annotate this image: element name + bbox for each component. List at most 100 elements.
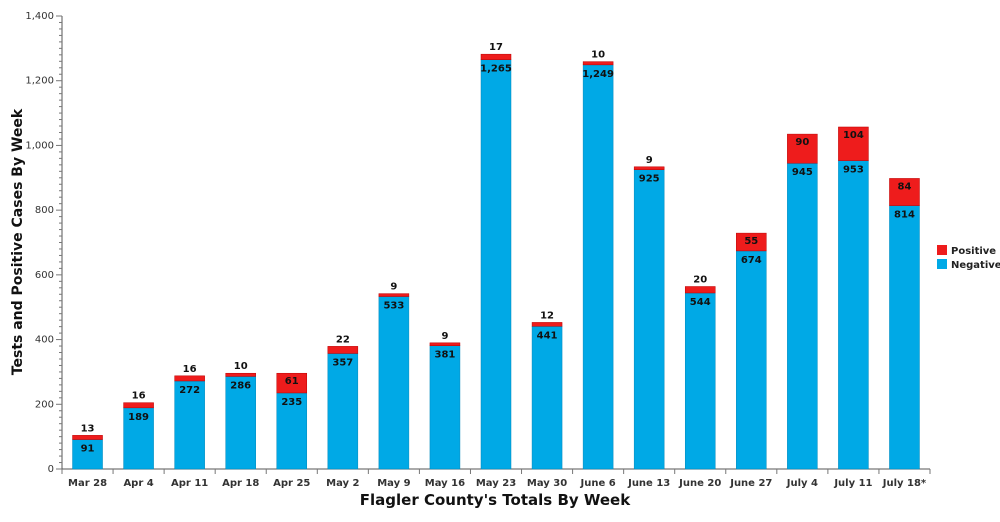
x-tick-label: June 13 [627,478,670,489]
x-tick-label: June 27 [729,478,772,489]
bar-positive [378,293,410,297]
bar-positive [480,53,512,60]
bar-positive [225,372,256,377]
bar-negative [174,380,205,470]
y-tick-label: 600 [35,270,54,281]
positive-value-label: 22 [336,334,350,345]
x-tick-label: May 30 [527,478,567,489]
positive-value-label: 90 [795,137,809,148]
bar-negative [582,64,614,470]
bars [72,53,920,470]
negative-value-label: 235 [281,397,302,408]
y-tick-label: 1,000 [25,140,54,151]
bar-negative [633,169,665,470]
negative-value-label: 91 [81,444,95,455]
negative-value-label: 945 [792,167,813,178]
positive-value-label: 16 [183,364,197,375]
positive-value-label: 10 [234,361,248,372]
bar-positive [531,322,563,327]
positive-value-label: 104 [843,130,864,141]
bar-positive [72,435,103,440]
bar-positive [889,178,920,206]
y-axis: 0 200 400 600 800 1,000 1,200 1,400 [25,11,63,475]
positive-value-label: 61 [285,376,299,387]
x-tick-label: Apr 25 [273,478,310,489]
negative-value-label: 441 [537,330,558,341]
x-tick-label: Apr 11 [171,478,208,489]
bar-negative [378,296,410,470]
positive-value-label: 20 [693,275,707,286]
negative-value-label: 544 [690,297,711,308]
x-tick-label: Apr 18 [222,478,259,489]
y-tick-label: 800 [35,205,54,216]
bar-negative [736,250,767,470]
bar-negative [889,205,920,470]
legend: Positive Negative [937,245,1000,271]
positive-value-label: 10 [591,50,605,61]
bar-negative [276,392,308,470]
positive-value-label: 17 [489,42,503,53]
bar-negative [225,376,256,470]
negative-value-label: 533 [383,301,404,312]
y-tick-label: 1,400 [25,11,54,22]
bar-positive [174,375,205,382]
y-tick-label: 0 [48,464,54,475]
bar-positive [429,342,461,346]
bar-positive [684,286,716,294]
y-axis-title: Tests and Positive Cases By Week [10,108,26,375]
bar-negative [787,162,818,470]
bar-positive [327,346,359,354]
bar-positive [838,126,869,161]
bar-positive [787,133,818,164]
negative-value-label: 1,249 [582,69,614,80]
x-tick-label: May 9 [377,478,410,489]
x-tick-label: June 6 [580,478,616,489]
bar-positive [633,166,665,170]
positive-value-label: 55 [744,236,758,247]
negative-value-label: 286 [230,380,251,391]
bar-negative [123,407,154,470]
negative-value-label: 381 [435,350,456,361]
bar-negative [327,353,359,470]
value-labels: 91 13 189 16 272 16 286 10 235 61 357 22 533 9 381 9 1,2… [81,42,915,454]
x-tick-label: Mar 28 [68,478,107,489]
positive-value-label: 12 [540,310,554,321]
legend-swatch-positive [937,245,947,255]
negative-value-label: 272 [179,385,200,396]
positive-value-label: 9 [646,155,653,166]
negative-value-label: 674 [741,255,762,266]
negative-value-label: 953 [843,165,864,176]
y-tick-label: 1,200 [25,76,54,87]
x-tick-label: May 2 [326,478,359,489]
bar-negative [684,292,716,470]
legend-label-negative: Negative [951,260,1000,271]
positive-value-label: 9 [390,282,397,293]
positive-value-label: 9 [441,331,448,342]
bar-negative [838,160,869,470]
legend-label-positive: Positive [951,246,996,257]
bar-positive [736,232,767,252]
x-tick-label: July 4 [786,478,818,489]
positive-value-label: 84 [898,181,912,192]
bar-negative [531,326,563,470]
x-axis: Mar 28 Apr 4 Apr 11 Apr 18 Apr 25 May 2 May 9 M… [61,468,931,489]
x-tick-label: July 18* [882,478,927,489]
x-axis-title: Flagler County's Totals By Week [360,491,631,509]
y-tick-label: 200 [35,399,54,410]
legend-swatch-negative [937,259,947,269]
bar-positive [276,372,308,394]
x-tick-label: July 11 [833,478,872,489]
x-tick-label: June 20 [678,478,721,489]
negative-value-label: 357 [332,357,353,368]
bar-negative [480,59,512,470]
positive-value-label: 13 [81,423,95,434]
x-tick-label: May 16 [425,478,465,489]
x-tick-label: Apr 4 [123,478,153,489]
positive-value-label: 16 [132,391,146,402]
bar-positive [582,61,614,66]
bar-positive [123,402,154,409]
negative-value-label: 1,265 [480,64,512,75]
x-tick-label: May 23 [476,478,516,489]
negative-value-label: 925 [639,174,660,185]
